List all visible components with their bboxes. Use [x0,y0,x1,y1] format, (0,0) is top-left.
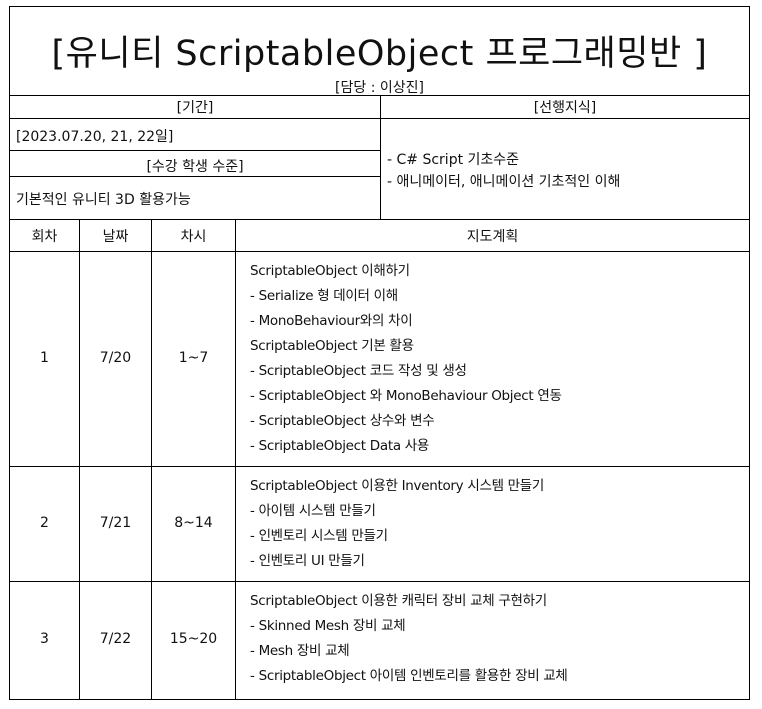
rule-row1-bottom [10,466,749,467]
date-cell: 7/20 [99,350,132,366]
plan-cell-3: ScriptableObject 이용한 캐릭터 장비 교체 구현하기 - Sk… [250,589,568,689]
session-cell: 3 [40,631,49,647]
rule-col1 [79,219,80,699]
rule-level-header-bottom [10,176,380,177]
periods-cell: 8~14 [174,515,213,531]
plan-line: - Skinned Mesh 장비 교체 [250,618,406,634]
rule-period-bottom [10,150,380,151]
student-level-header: [수강 학생 수준] [146,159,244,175]
rule-col3 [235,219,236,699]
plan-line: - ScriptableObject 아이템 인벤토리를 활용한 장비 교체 [250,668,568,684]
student-level-text: 기본적인 유니티 3D 활용가능 [16,192,191,208]
plan-line: - 인벤토리 시스템 만들기 [250,528,388,544]
rule-title-bottom [10,95,749,96]
session-cell: 1 [40,350,49,366]
plan-cell-2: ScriptableObject 이용한 Inventory 시스템 만들기 -… [250,474,544,574]
date-cell: 7/21 [99,515,132,531]
plan-line: - ScriptableObject 와 MonoBehaviour Objec… [250,388,562,404]
rule-col2 [151,219,152,699]
plan-line: - ScriptableObject 상수와 변수 [250,413,435,429]
plan-line: - MonoBehaviour와의 차이 [250,313,413,329]
rule-info-bottom [10,219,749,220]
col-header-session: 회차 [31,229,58,245]
prerequisite-item: - C# Script 기초수준 [387,152,520,168]
plan-line: ScriptableObject 이해하기 [250,263,410,279]
plan-line: ScriptableObject 기본 활용 [250,338,414,354]
plan-line: ScriptableObject 이용한 Inventory 시스템 만들기 [250,478,545,494]
period-header: [기간] [176,100,214,116]
rule-header-bottom [10,118,749,119]
rule-schedule-header-bottom [10,251,749,252]
period-dates: [2023.07.20, 21, 22일] [16,129,174,145]
periods-cell: 1~7 [178,350,209,366]
col-header-periods: 차시 [180,229,207,245]
plan-line: - ScriptableObject Data 사용 [250,438,430,454]
periods-cell: 15~20 [169,631,218,647]
plan-line: - Mesh 장비 교체 [250,643,350,659]
prerequisite-item: - 애니메이터, 애니메이션 기초적인 이해 [387,174,621,190]
date-cell: 7/22 [99,631,132,647]
col-header-date: 날짜 [102,229,129,245]
curriculum-document: [유니티 ScriptableObject 프로그래밍반 ] [담당 : 이상진… [9,6,750,700]
manager-label: [담당 : 이상진] [335,80,424,96]
rule-row2-bottom [10,581,749,582]
plan-line: - 아이템 시스템 만들기 [250,503,376,519]
prerequisite-header: [선행지식] [533,100,597,116]
session-cell: 2 [40,515,49,531]
col-header-plan: 지도계획 [466,229,519,245]
plan-cell-1: ScriptableObject 이해하기 - Serialize 형 데이터 … [250,259,562,459]
plan-line: - ScriptableObject 코드 작성 및 생성 [250,363,467,379]
rule-info-divider [380,95,381,219]
plan-line: ScriptableObject 이용한 캐릭터 장비 교체 구현하기 [250,593,547,609]
plan-line: - Serialize 형 데이터 이해 [250,288,398,304]
document-title: [유니티 ScriptableObject 프로그래밍반 ] [51,34,708,74]
plan-line: - 인벤토리 UI 만들기 [250,553,365,569]
